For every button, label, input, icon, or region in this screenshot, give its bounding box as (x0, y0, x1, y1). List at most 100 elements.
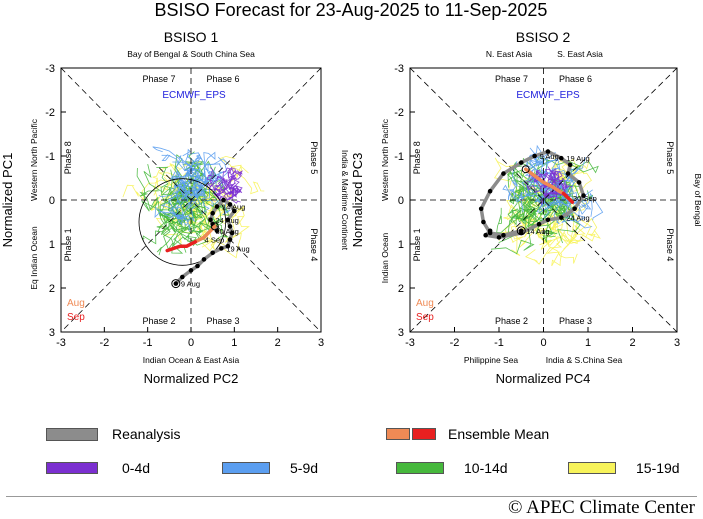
ensemble-mean-line-sep (561, 191, 575, 204)
panel-title: BSISO 1 (164, 29, 219, 45)
reanalysis-point (536, 221, 542, 227)
ensemble-member-line (181, 158, 230, 199)
ensemble-member-line (201, 223, 242, 259)
reanalysis-point (483, 232, 488, 238)
reanalysis-point (227, 202, 233, 207)
unit-circle (138, 178, 227, 266)
reanalysis-point (214, 204, 220, 209)
reanalysis-point (545, 149, 551, 154)
y-tick-label: -1 (394, 151, 404, 163)
x-tick-label: -2 (450, 337, 460, 349)
ensemble-member-line (564, 191, 589, 218)
reanalysis-point (518, 230, 524, 236)
reanalysis-point (496, 235, 502, 240)
y-tick-label: -2 (394, 107, 404, 119)
ensemble-member-line (190, 154, 207, 178)
reanalysis-point (210, 210, 215, 216)
panel-title: BSISO 2 (516, 29, 571, 45)
reanalysis-date-label: 24 Aug (566, 214, 589, 223)
reanalysis-point (208, 217, 213, 223)
x-tick-label: 3 (318, 337, 324, 349)
model-label: ECMWF_EPS (162, 90, 226, 101)
x-tick-label: -3 (405, 337, 415, 349)
ensemble-member-line (557, 217, 601, 246)
ensemble-member-line (152, 164, 177, 206)
reanalysis-point (227, 224, 233, 229)
ensemble-member-line (506, 162, 542, 202)
reanalysis-point (501, 232, 506, 238)
reanalysis-point (532, 153, 537, 159)
ensemble-member-line (508, 161, 530, 200)
x-tick-label: -1 (494, 337, 504, 349)
ensemble-member-line (496, 187, 520, 233)
ensemble-member-line (181, 219, 229, 242)
reanalysis-point (478, 206, 484, 212)
region-top-left: N. East Asia (486, 49, 533, 59)
phase-label: Phase 1 (412, 228, 422, 261)
reanalysis-date-label: 19 Aug (226, 244, 249, 253)
ensemble-mean-line-aug (193, 224, 217, 244)
ensemble-member-line (203, 163, 227, 188)
reanalysis-point (501, 171, 506, 176)
phase-label: Phase 2 (495, 316, 528, 326)
reanalysis-point (173, 281, 179, 286)
x-tick-label: 1 (585, 337, 591, 349)
ensemble-mean-start-marker (521, 165, 530, 174)
reanalysis-point (559, 155, 564, 161)
x-axis-label: Normalized PC4 (496, 371, 591, 386)
phase-label: Phase 5 (665, 141, 675, 174)
ensemble-mean-start-marker (210, 222, 219, 231)
y-tick-label: 1 (398, 239, 404, 251)
ensemble-member-line (540, 190, 552, 206)
reanalysis-date-label: 19 Aug (566, 154, 589, 163)
ensemble-member-line (521, 179, 546, 212)
month-label-aug: Aug (67, 298, 85, 309)
reanalysis-point (221, 197, 226, 203)
ensemble-member-line (174, 165, 206, 194)
ensemble-member-line (493, 157, 529, 204)
phase-label: Phase 4 (309, 228, 319, 261)
diagonal-line (409, 67, 678, 333)
y-tick-label: 2 (49, 283, 55, 295)
reanalysis-point (219, 246, 224, 251)
reanalysis-point (559, 215, 564, 220)
ensemble-member-line (503, 183, 521, 256)
ensemble-member-line (169, 170, 193, 199)
reanalysis-point (232, 208, 237, 214)
ensemble-member-line (154, 193, 183, 219)
reanalysis-point (518, 160, 524, 165)
reanalysis-point (576, 180, 582, 185)
y-tick-label: -1 (45, 151, 55, 163)
phase-label: Phase 2 (142, 316, 175, 326)
y-tick-label: 0 (398, 195, 404, 207)
ensemble-member-line (532, 222, 563, 250)
y-tick-label: 2 (398, 283, 404, 295)
ensemble-member-line (524, 159, 599, 192)
month-label-sep: Sep (67, 312, 85, 323)
reanalysis-point (227, 237, 233, 242)
y-axis-label: Normalized PC3 (350, 153, 365, 248)
region-bottom-right: India & S.China Sea (546, 355, 623, 365)
reanalysis-point (195, 263, 200, 269)
x-tick-label: -3 (56, 337, 66, 349)
reanalysis-point (229, 230, 235, 236)
ensemble-member-line (534, 189, 593, 221)
ensemble-member-line (136, 167, 159, 212)
reanalysis-point (565, 171, 571, 176)
x-tick-label: 0 (540, 337, 546, 349)
ensemble-member-line (219, 167, 235, 190)
month-label-aug: Aug (416, 298, 434, 309)
reanalysis-point (572, 206, 577, 212)
y-axis-label: Normalized PC1 (0, 153, 15, 248)
y-tick-label: 1 (49, 239, 55, 251)
ensemble-member-line (550, 150, 581, 187)
y-tick-label: -2 (45, 107, 55, 119)
phase-label: Phase 7 (142, 74, 175, 84)
y-tick-label: -3 (394, 63, 404, 75)
ensemble-member-line (575, 192, 604, 221)
ensemble-mean-date-label: 30 Sep (573, 194, 597, 203)
model-label: ECMWF_EPS (516, 90, 580, 101)
phase-label: Phase 5 (309, 141, 319, 174)
reanalysis-point (188, 268, 194, 273)
reanalysis-point (487, 188, 493, 194)
